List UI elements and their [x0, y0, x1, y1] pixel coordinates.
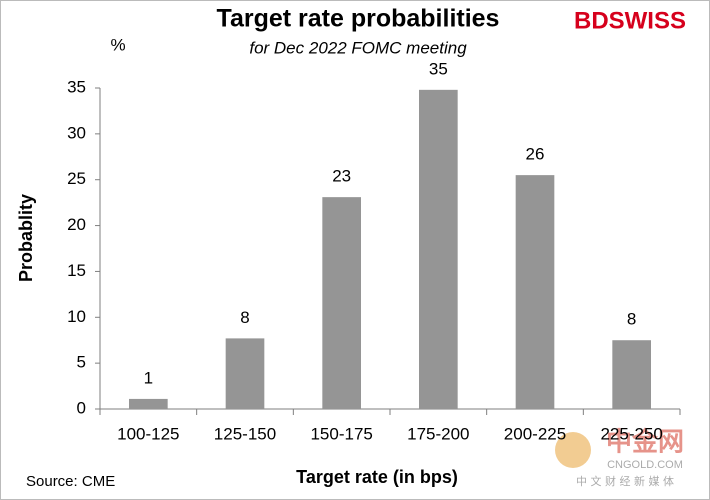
- bar: [419, 89, 458, 409]
- bar: [129, 398, 168, 409]
- bar: [225, 338, 265, 409]
- data-label: 26: [526, 145, 545, 164]
- y-tick-label: 30: [67, 123, 86, 142]
- x-tick-label: 225-250: [600, 424, 662, 443]
- data-label: 23: [332, 167, 351, 186]
- x-tick-label: 200-225: [504, 424, 566, 443]
- x-axis-label: Target rate (in bps): [296, 467, 458, 487]
- watermark-icon: [555, 432, 591, 468]
- y-tick-label: 15: [67, 261, 86, 280]
- chart-subtitle: for Dec 2022 FOMC meeting: [249, 38, 467, 57]
- x-tick-label: 150-175: [310, 424, 372, 443]
- x-tick-label: 175-200: [407, 424, 469, 443]
- bar: [612, 340, 651, 409]
- watermark-site: CNGOLD.COM: [607, 459, 683, 471]
- source: Source: CME: [26, 473, 115, 490]
- watermark-tagline: 中 文 财 经 新 媒 体: [576, 474, 674, 488]
- y-tick-label: 5: [77, 353, 86, 372]
- y-tick-label: 0: [77, 398, 86, 417]
- chart-title: Target rate probabilities: [217, 5, 500, 33]
- logo: BDSWISS: [574, 7, 686, 34]
- y-tick-label: 20: [67, 215, 86, 234]
- data-label: 35: [429, 59, 448, 78]
- x-tick-label: 100-125: [117, 424, 179, 443]
- bar: [322, 197, 361, 409]
- y-tick-label: 10: [67, 307, 86, 326]
- x-tick-label: 125-150: [214, 424, 276, 443]
- y-axis-label: Probablity: [16, 194, 36, 282]
- data-label: 8: [240, 308, 249, 327]
- bar: [515, 175, 555, 409]
- y-tick-label: 35: [67, 77, 86, 96]
- data-label: 8: [627, 310, 636, 329]
- data-label: 1: [144, 368, 153, 387]
- watermark-name: 中金网: [606, 427, 684, 458]
- watermark: 中金网 CNGOLD.COM 中 文 财 经 新 媒 体: [555, 427, 684, 488]
- y-tick-label: 25: [67, 169, 86, 188]
- y-unit: %: [110, 35, 125, 54]
